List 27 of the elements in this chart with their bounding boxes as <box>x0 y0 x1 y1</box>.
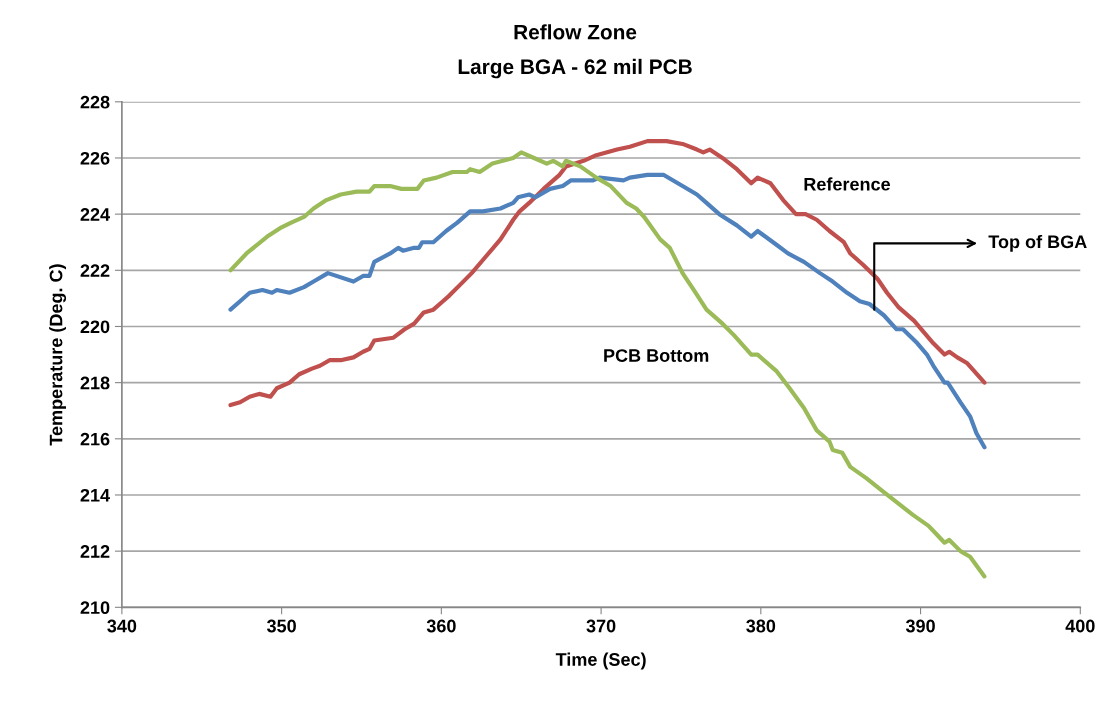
chart-title: Reflow Zone <box>514 24 637 40</box>
y-tick-label: 210 <box>80 601 110 615</box>
x-tick-label: 350 <box>266 619 296 633</box>
series-label: Reference <box>804 177 891 191</box>
y-tick-label: 228 <box>80 95 110 109</box>
series-label: PCB Bottom <box>604 349 709 362</box>
x-tick-label: 370 <box>586 619 616 633</box>
line-series <box>228 150 987 579</box>
x-tick-label: 380 <box>746 619 776 633</box>
x-tick-label: 390 <box>905 619 935 633</box>
chart-subtitle: Large BGA - 62 mil PCB <box>458 58 692 79</box>
y-tick-label: 218 <box>80 376 110 390</box>
y-tick-label: 220 <box>80 320 110 334</box>
y-tick-label: 224 <box>80 208 110 221</box>
y-tick-label: 214 <box>80 488 110 502</box>
line-series <box>228 139 987 408</box>
x-tick-label: 400 <box>1065 619 1095 633</box>
x-axis-title: Time (Sec) <box>555 652 646 670</box>
y-tick-label: 212 <box>80 545 110 558</box>
y-axis-title: Temperature (Deg. C) <box>49 264 67 446</box>
y-tick-label: 226 <box>80 151 110 165</box>
annotation: Top of BGA <box>988 234 1087 252</box>
y-tick-label: 222 <box>80 264 110 277</box>
y-tick-label: 216 <box>80 432 110 446</box>
line-series <box>228 172 987 450</box>
x-tick-label: 340 <box>107 619 137 633</box>
x-tick-label: 360 <box>426 619 456 633</box>
